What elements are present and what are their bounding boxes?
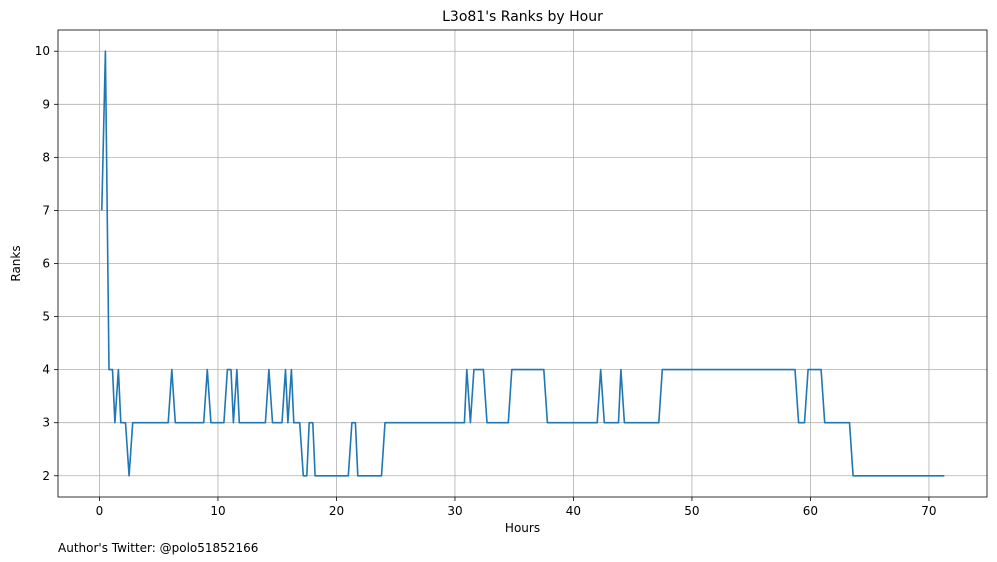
y-tick-label: 10 bbox=[35, 44, 50, 58]
grid-lines bbox=[58, 30, 987, 497]
x-axis-label: Hours bbox=[505, 521, 540, 535]
x-tick-label: 70 bbox=[921, 504, 936, 518]
y-tick-label: 8 bbox=[42, 150, 50, 164]
x-tick-label: 20 bbox=[329, 504, 344, 518]
y-tick-label: 6 bbox=[42, 257, 50, 271]
author-twitter-annotation: Author's Twitter: @polo51852166 bbox=[58, 541, 258, 555]
y-tick-label: 9 bbox=[42, 97, 50, 111]
y-tick-label: 3 bbox=[42, 416, 50, 430]
x-tick-label: 0 bbox=[96, 504, 104, 518]
x-tick-label: 60 bbox=[803, 504, 818, 518]
y-tick-label: 5 bbox=[42, 310, 50, 324]
y-tick-label: 2 bbox=[42, 469, 50, 483]
rank-series-line bbox=[101, 50, 945, 477]
y-axis-label: Ranks bbox=[9, 245, 23, 281]
axis-ticks: 0 10 20 30 40 50 60 70 2 3 4 5 6 7 8 9 10 bbox=[35, 44, 937, 518]
x-tick-label: 30 bbox=[447, 504, 462, 518]
x-tick-label: 10 bbox=[210, 504, 225, 518]
series-layer bbox=[101, 50, 945, 477]
chart-title: L3o81's Ranks by Hour bbox=[442, 9, 603, 25]
y-tick-label: 4 bbox=[42, 363, 50, 377]
x-tick-label: 50 bbox=[684, 504, 699, 518]
x-tick-label: 40 bbox=[566, 504, 581, 518]
y-tick-label: 7 bbox=[42, 203, 50, 217]
